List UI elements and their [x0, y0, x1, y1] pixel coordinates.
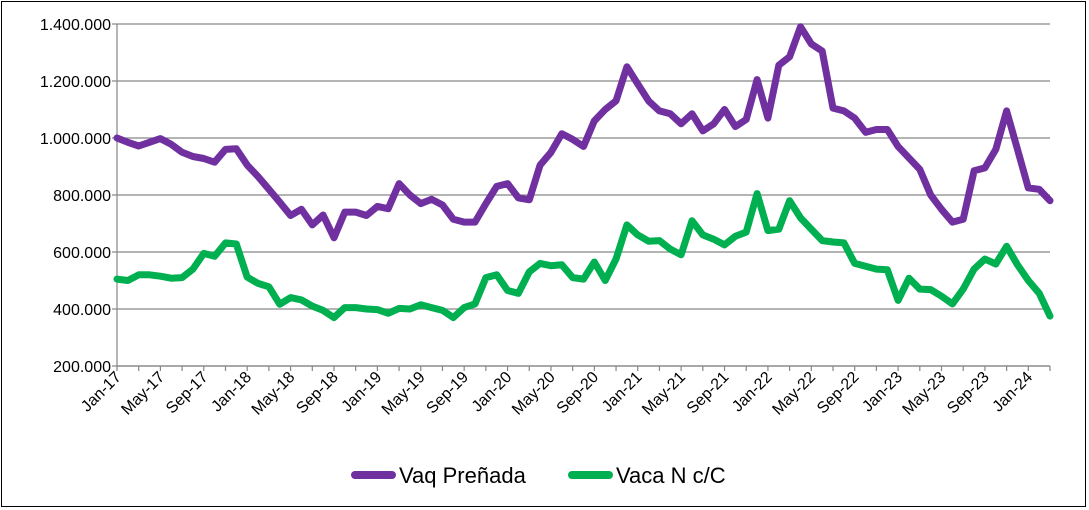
x-tick-label: Jan-21 — [599, 369, 646, 416]
x-tick-label: Jan-22 — [729, 369, 776, 416]
x-tick-label: May-21 — [639, 369, 689, 419]
x-tick-label: May-23 — [900, 369, 950, 419]
x-tick-label: Sep-23 — [944, 369, 993, 418]
x-tick-label: Sep-19 — [423, 369, 472, 418]
x-tick-label: Jan-18 — [208, 369, 255, 416]
x-tick-label: May-19 — [379, 369, 429, 419]
series-line-2 — [113, 190, 1054, 322]
x-tick-label: Jan-24 — [990, 369, 1037, 416]
y-tick-label: 1.400.000 — [40, 17, 111, 34]
series-lines — [113, 23, 1054, 322]
x-tick-label: Sep-20 — [554, 369, 603, 418]
series-line-1 — [113, 23, 1054, 242]
legend-item: Vaca N c/C — [568, 463, 726, 488]
legend: Vaq Preñada Vaca N c/C — [351, 463, 726, 488]
y-tick-label: 200.000 — [53, 359, 111, 376]
legend-label: Vaca N c/C — [616, 463, 726, 488]
x-tick-label: May-22 — [769, 369, 819, 419]
x-tick-label: Sep-22 — [814, 369, 863, 418]
gridlines — [117, 23, 1050, 367]
x-tick-label: Sep-17 — [163, 369, 212, 418]
x-tick-label: Jan-23 — [859, 369, 906, 416]
x-tick-label: May-17 — [118, 369, 168, 419]
legend-item: Vaq Preñada — [351, 463, 527, 488]
x-axis: Jan-17May-17Sep-17Jan-18May-18Sep-18Jan-… — [78, 365, 1051, 419]
x-tick-label: May-20 — [509, 369, 559, 419]
legend-label: Vaq Preñada — [399, 463, 527, 488]
x-tick-label: Sep-21 — [684, 369, 733, 418]
x-tick-label: Sep-18 — [293, 369, 342, 418]
y-tick-label: 600.000 — [53, 245, 111, 262]
y-tick-label: 1.200.000 — [40, 74, 111, 91]
x-tick-label: Jan-19 — [339, 369, 386, 416]
y-tick-label: 400.000 — [53, 302, 111, 319]
y-axis: 200.000 400.000 600.000 800.000 1.000.000 1.2… — [40, 17, 118, 376]
x-tick-label: May-18 — [249, 369, 299, 419]
y-tick-label: 800.000 — [53, 188, 111, 205]
x-tick-label: Jan-20 — [469, 369, 516, 416]
y-tick-label: 1.000.000 — [40, 131, 111, 148]
